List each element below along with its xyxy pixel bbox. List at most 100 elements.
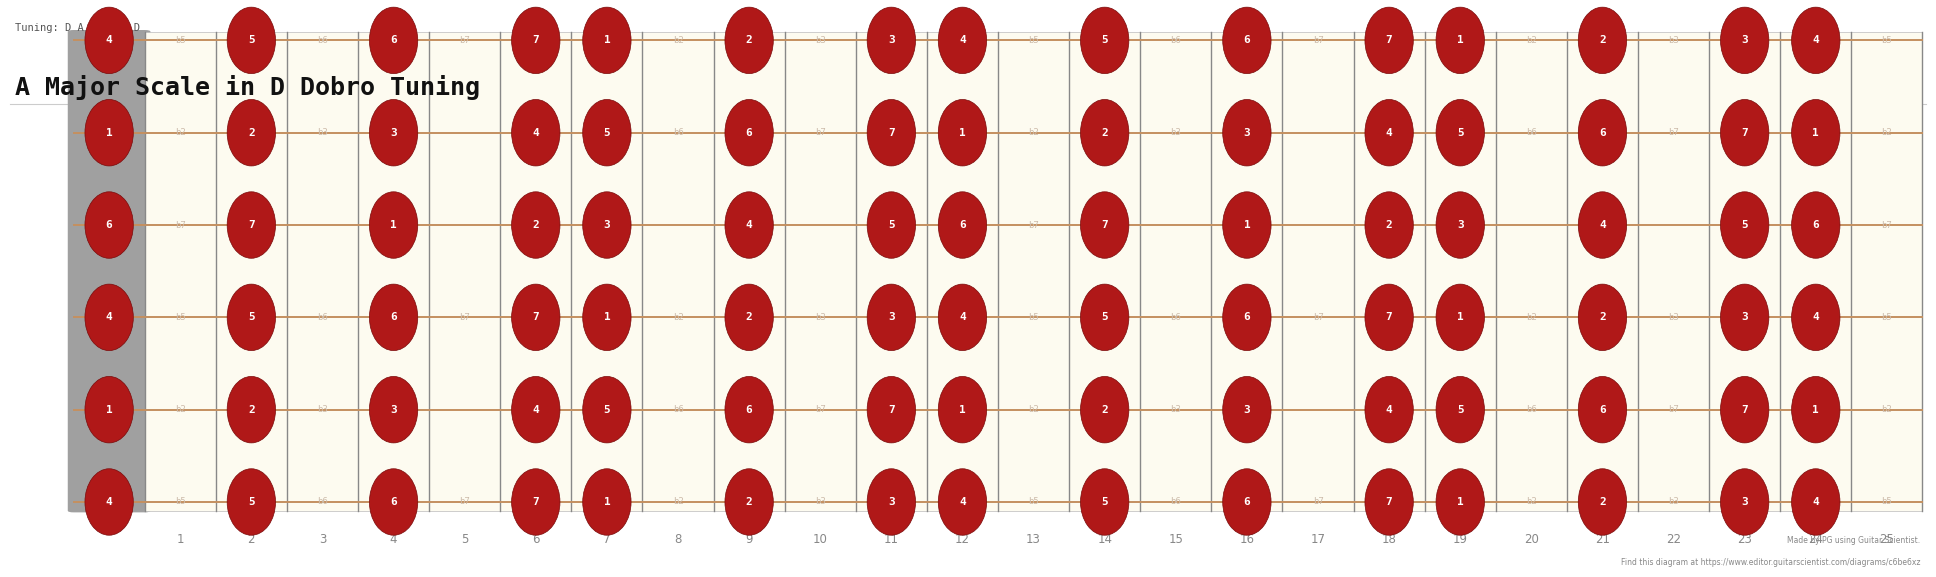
Text: b2: b2 xyxy=(389,220,399,230)
Text: 5: 5 xyxy=(889,220,894,230)
Text: 4: 4 xyxy=(1599,220,1605,230)
Text: 3: 3 xyxy=(1243,128,1251,138)
Text: 7: 7 xyxy=(1386,497,1392,507)
Text: b7: b7 xyxy=(174,220,186,230)
Text: b2: b2 xyxy=(1882,128,1891,137)
Text: 7: 7 xyxy=(1740,404,1748,415)
Text: b6: b6 xyxy=(1171,497,1181,507)
Text: 4: 4 xyxy=(106,35,112,46)
Text: 6: 6 xyxy=(958,220,966,230)
Text: 6: 6 xyxy=(391,312,397,323)
Text: 3: 3 xyxy=(889,497,894,507)
Text: 2: 2 xyxy=(745,312,753,323)
Text: 1: 1 xyxy=(958,404,966,415)
Text: 6: 6 xyxy=(745,404,753,415)
Text: 3: 3 xyxy=(889,35,894,46)
Text: b7: b7 xyxy=(1669,128,1679,137)
Text: 2: 2 xyxy=(1599,312,1605,323)
Text: 24: 24 xyxy=(1808,533,1824,546)
Text: 6: 6 xyxy=(1243,497,1251,507)
Text: 1: 1 xyxy=(176,533,184,546)
Text: 4: 4 xyxy=(1812,497,1820,507)
Text: b7: b7 xyxy=(1882,220,1891,230)
Text: b5: b5 xyxy=(1028,497,1040,507)
Text: b5: b5 xyxy=(174,497,186,507)
Text: b3: b3 xyxy=(1669,497,1679,507)
Text: 1: 1 xyxy=(391,220,397,230)
Text: 6: 6 xyxy=(532,533,540,546)
Text: 5: 5 xyxy=(1458,404,1464,415)
Text: 7: 7 xyxy=(532,35,538,46)
Text: 11: 11 xyxy=(885,533,898,546)
Text: 1: 1 xyxy=(1458,497,1464,507)
Text: 2: 2 xyxy=(1386,220,1392,230)
Text: 1: 1 xyxy=(1458,35,1464,46)
Text: 2: 2 xyxy=(1102,128,1107,138)
Text: 5: 5 xyxy=(1102,312,1107,323)
Text: 3: 3 xyxy=(1740,497,1748,507)
Text: 3: 3 xyxy=(391,128,397,138)
Text: b2: b2 xyxy=(672,497,683,507)
Text: 1: 1 xyxy=(604,312,610,323)
Text: 2: 2 xyxy=(745,35,753,46)
Text: b7: b7 xyxy=(815,128,825,137)
Text: b3: b3 xyxy=(1384,220,1394,230)
Text: 14: 14 xyxy=(1098,533,1111,546)
Text: 4: 4 xyxy=(106,497,112,507)
Text: 7: 7 xyxy=(532,497,538,507)
Text: 5: 5 xyxy=(1740,220,1748,230)
Text: 20: 20 xyxy=(1524,533,1539,546)
Text: 7: 7 xyxy=(604,533,610,546)
Text: 21: 21 xyxy=(1595,533,1611,546)
Text: 1: 1 xyxy=(1812,128,1820,138)
Text: 3: 3 xyxy=(391,404,397,415)
Text: b7: b7 xyxy=(459,497,470,507)
Text: 19: 19 xyxy=(1452,533,1467,546)
Text: b7: b7 xyxy=(459,36,470,45)
Text: b3: b3 xyxy=(815,313,825,322)
Text: 12: 12 xyxy=(954,533,970,546)
Text: 6: 6 xyxy=(1599,128,1605,138)
Text: b2: b2 xyxy=(1028,405,1040,414)
Text: 1: 1 xyxy=(958,128,966,138)
Text: b3: b3 xyxy=(318,405,327,414)
Text: b6: b6 xyxy=(1171,313,1181,322)
Text: b3: b3 xyxy=(815,497,825,507)
Text: 6: 6 xyxy=(1243,35,1251,46)
Text: b2: b2 xyxy=(672,313,683,322)
Text: 4: 4 xyxy=(532,128,538,138)
Text: b2: b2 xyxy=(1526,497,1537,507)
Text: 5: 5 xyxy=(604,404,610,415)
Text: b5: b5 xyxy=(1882,313,1891,322)
Text: 6: 6 xyxy=(391,497,397,507)
Text: 7: 7 xyxy=(1386,312,1392,323)
Text: b2: b2 xyxy=(1526,313,1537,322)
Text: b5: b5 xyxy=(1384,128,1394,137)
Text: b6: b6 xyxy=(1526,405,1537,414)
Text: b7: b7 xyxy=(1313,497,1324,507)
Text: 3: 3 xyxy=(604,220,610,230)
Text: 4: 4 xyxy=(532,404,538,415)
Text: b3: b3 xyxy=(318,128,327,137)
Text: 4: 4 xyxy=(958,35,966,46)
Text: 1: 1 xyxy=(1458,312,1464,323)
Text: b6: b6 xyxy=(672,128,683,137)
Text: 6: 6 xyxy=(391,35,397,46)
Text: 25: 25 xyxy=(1880,533,1893,546)
Text: 23: 23 xyxy=(1737,533,1752,546)
Text: 7: 7 xyxy=(1102,220,1107,230)
Text: 7: 7 xyxy=(889,128,894,138)
Text: b7: b7 xyxy=(459,313,470,322)
Text: b7: b7 xyxy=(815,405,825,414)
Text: 3: 3 xyxy=(1740,35,1748,46)
Text: 4: 4 xyxy=(389,533,397,546)
Text: 1: 1 xyxy=(106,128,112,138)
Text: 2: 2 xyxy=(745,497,753,507)
Text: 5: 5 xyxy=(248,35,256,46)
Text: 4: 4 xyxy=(1386,128,1392,138)
Text: 3: 3 xyxy=(319,533,325,546)
Text: b3: b3 xyxy=(1669,313,1679,322)
Text: 2: 2 xyxy=(1599,497,1605,507)
Text: 1: 1 xyxy=(604,497,610,507)
Text: 4: 4 xyxy=(1812,35,1820,46)
